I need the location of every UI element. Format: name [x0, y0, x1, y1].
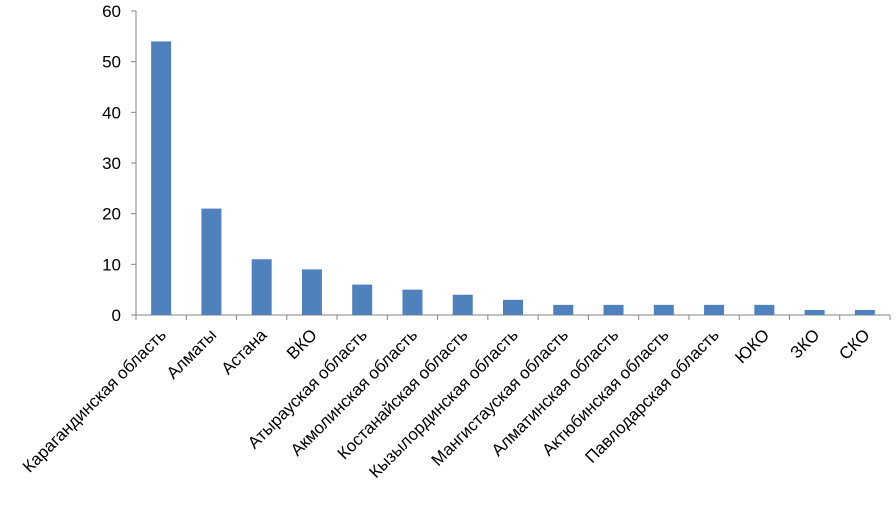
bar	[754, 304, 775, 315]
x-tick-label: Астана	[218, 325, 271, 378]
bar	[653, 304, 674, 315]
bar	[553, 304, 574, 315]
bar	[603, 304, 624, 315]
bar	[402, 289, 423, 315]
bar	[854, 309, 875, 315]
bar	[151, 41, 172, 316]
y-tick-label: 30	[102, 154, 121, 173]
bar	[452, 294, 473, 315]
bar	[503, 299, 523, 315]
x-tick-label: Карагандинская область	[19, 325, 170, 476]
bars	[151, 41, 875, 316]
x-axis	[135, 314, 891, 320]
y-tick-label: 10	[102, 255, 121, 274]
y-tick-label: 50	[102, 53, 121, 72]
bar	[251, 259, 272, 315]
y-tick-label: 20	[102, 205, 121, 224]
y-tick-label: 0	[112, 306, 121, 325]
bar	[301, 269, 322, 315]
y-tick-label: 60	[102, 2, 121, 21]
x-tick-label: ЗКО	[787, 325, 824, 362]
bar	[704, 304, 725, 315]
y-tick-label: 40	[102, 103, 121, 122]
bar	[201, 208, 222, 315]
bar	[352, 284, 373, 315]
bar	[804, 309, 825, 315]
x-tick-label: ЮКО	[731, 325, 773, 367]
y-axis: 0 10 20 30 40 50 60	[102, 2, 137, 325]
x-tick-label: СКО	[835, 325, 873, 363]
x-tick-label: Алматы	[163, 325, 220, 382]
x-tick-label: ВКО	[283, 325, 321, 363]
